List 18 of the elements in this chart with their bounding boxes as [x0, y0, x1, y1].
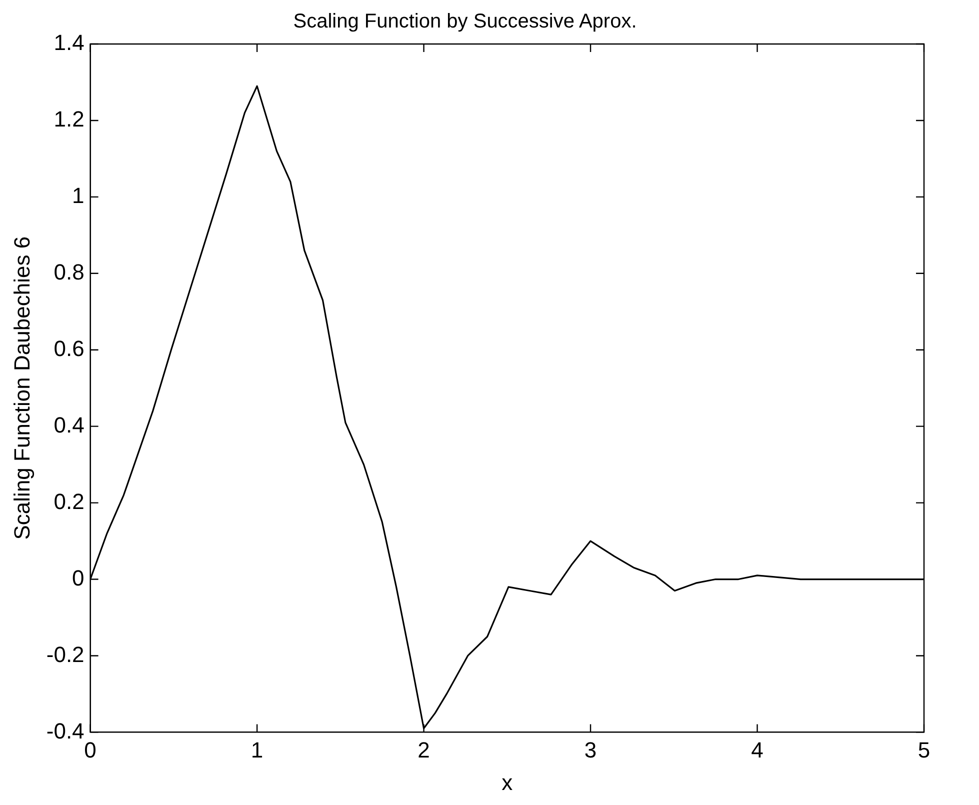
y-tick-label: 0.8: [54, 259, 84, 284]
y-tick-label: 0: [72, 565, 84, 590]
y-tick-label: 1.2: [54, 106, 84, 132]
y-tick-label: -0.4: [46, 718, 84, 744]
x-tick-label: 4: [751, 737, 764, 762]
y-tick-label: 1.4: [54, 30, 84, 56]
y-tick-label: 0.4: [54, 412, 84, 438]
y-tick-label: 0.6: [54, 336, 84, 361]
y-tick-label: -0.2: [46, 642, 84, 667]
chart-title: Scaling Function by Successive Aprox.: [293, 10, 637, 33]
y-tick-label: 0.2: [54, 488, 84, 514]
x-axis-title: x: [502, 770, 513, 795]
x-tick-label: 3: [584, 737, 597, 762]
x-tick-label: 1: [250, 737, 264, 762]
y-axis-title: Scaling Function Daubechies 6: [9, 236, 34, 540]
x-tick-label: 2: [418, 737, 430, 762]
x-tick-label: 5: [918, 737, 930, 762]
y-tick-label: 1: [72, 182, 84, 208]
